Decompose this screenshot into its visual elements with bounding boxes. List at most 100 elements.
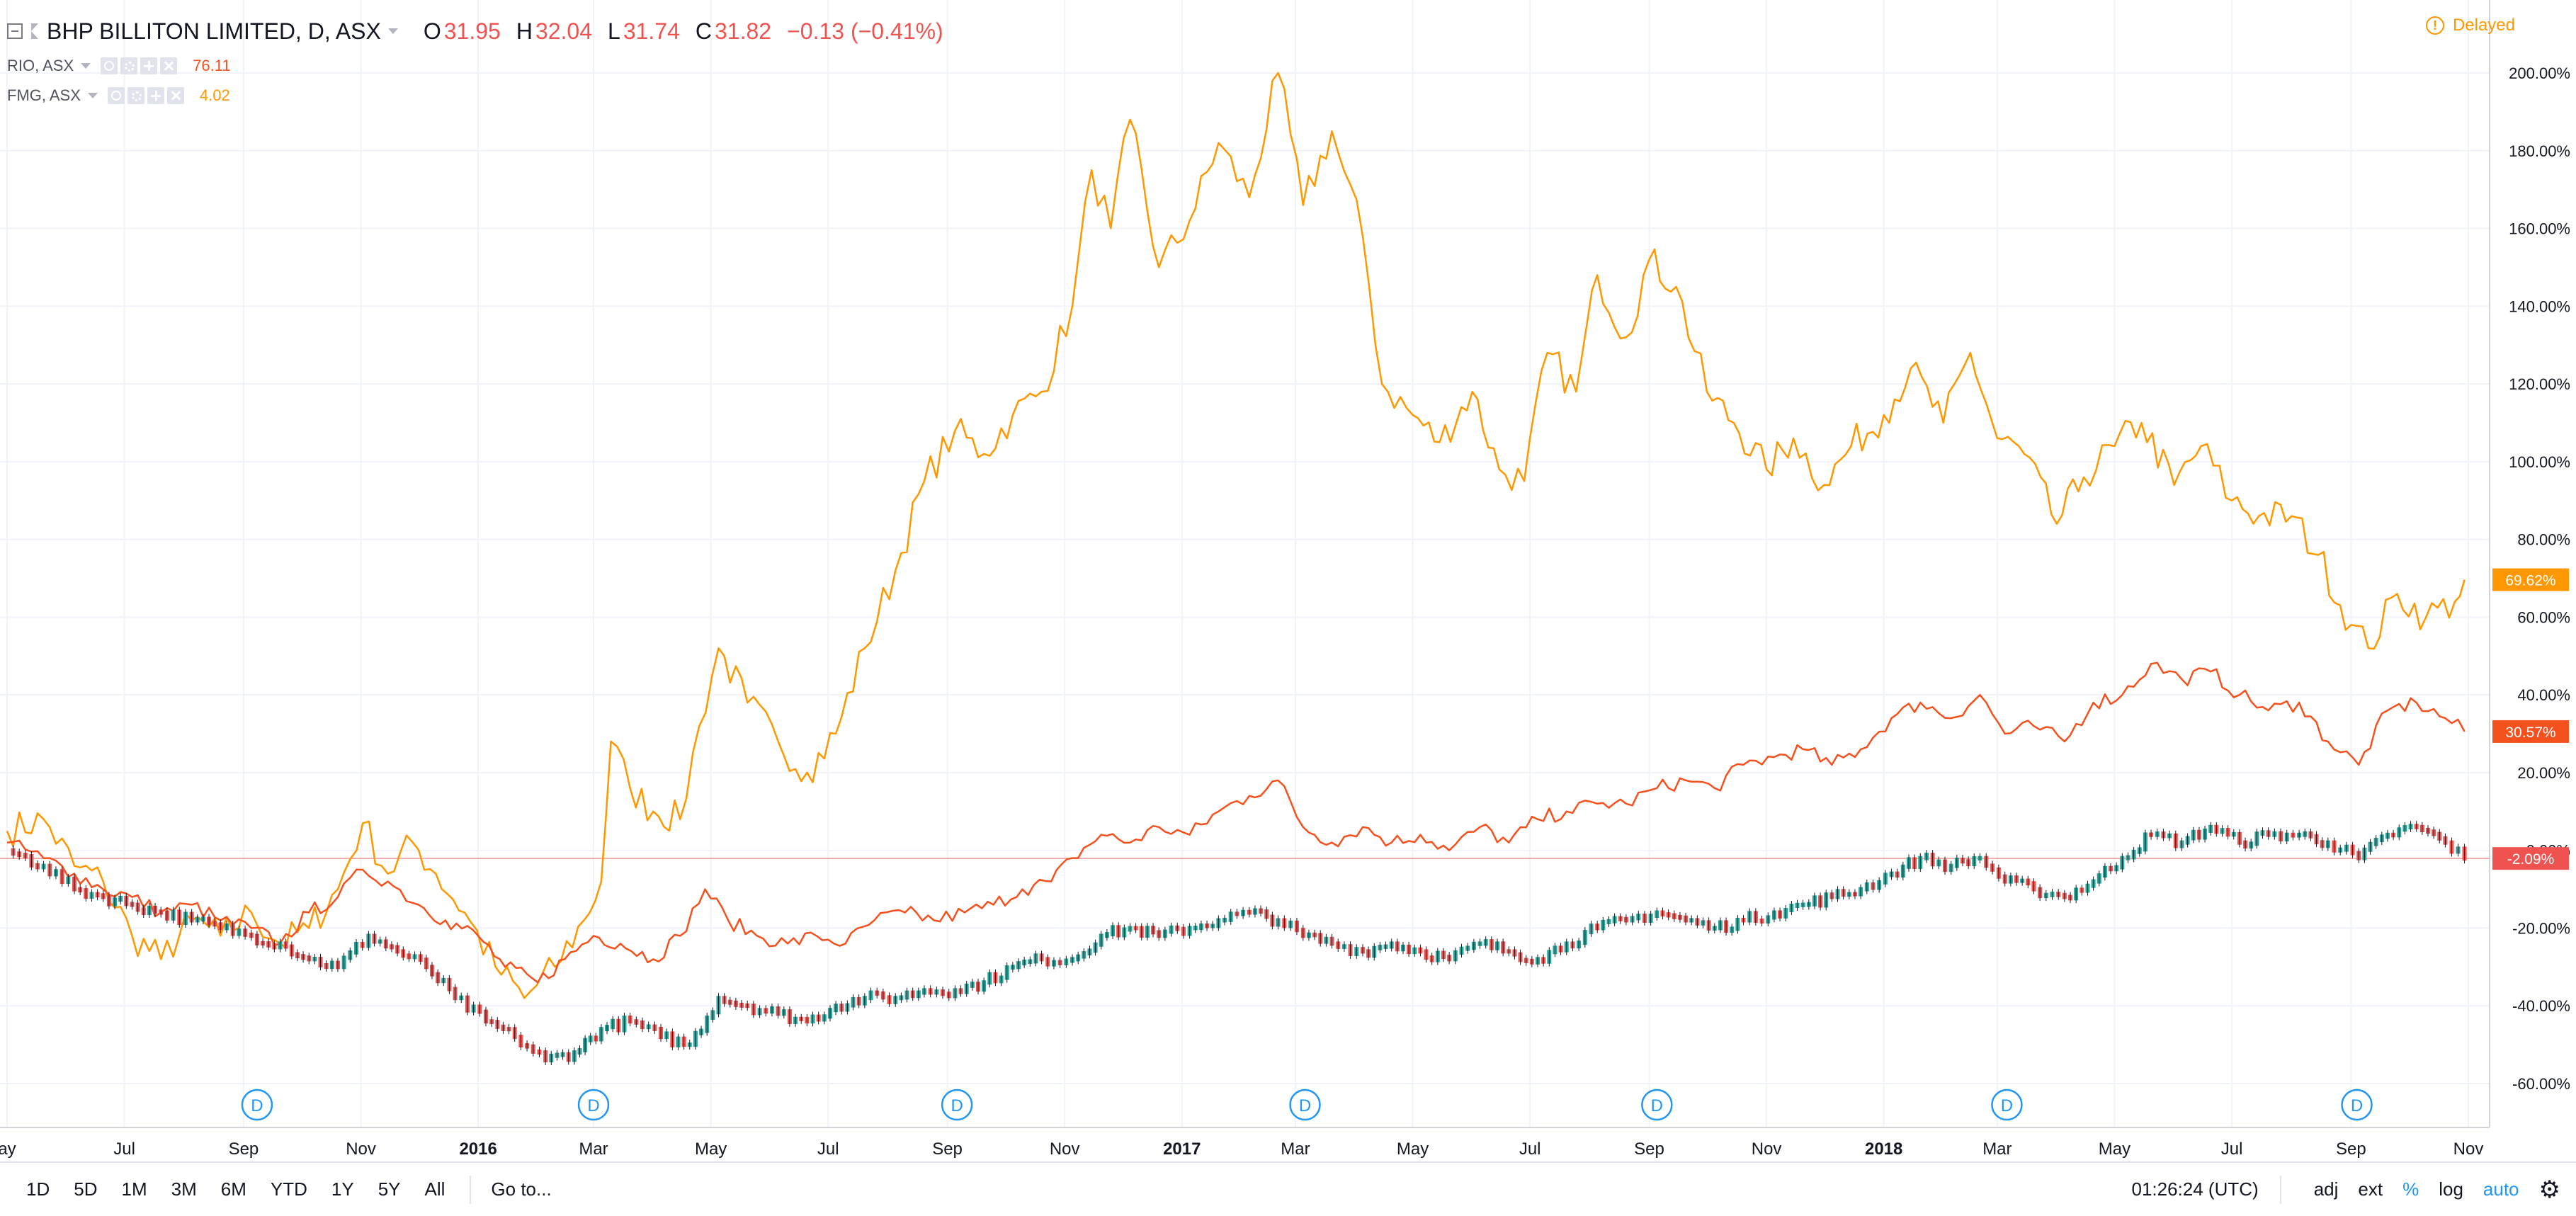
delayed-status[interactable]: ! Delayed (2425, 16, 2515, 35)
settings-icon[interactable] (127, 87, 144, 104)
dividend-marker[interactable]: D (1289, 1089, 1321, 1121)
dividend-marker[interactable]: D (241, 1089, 273, 1121)
plus-icon[interactable] (140, 57, 158, 74)
x-tick-label: Jul (2221, 1140, 2243, 1159)
dividend-label: D (951, 1096, 963, 1115)
chevron-down-icon[interactable] (81, 63, 91, 69)
dividend-marker[interactable]: D (2341, 1089, 2373, 1121)
y-tick-label: 40.00% (2517, 686, 2570, 704)
main-series-bars[interactable] (11, 821, 2467, 1066)
dividend-label: D (2351, 1096, 2363, 1115)
dividend-marker[interactable]: D (1641, 1089, 1673, 1121)
close-value: 31.82 (715, 18, 772, 44)
dividend-marker[interactable]: D (577, 1089, 610, 1121)
x-tick-label: Sep (1634, 1140, 1664, 1159)
y-tick-label: 20.00% (2517, 764, 2570, 782)
x-tick-label: May (695, 1140, 727, 1159)
x-tick-label: Mar (1982, 1140, 2012, 1159)
eye-icon[interactable] (101, 57, 118, 74)
warning-icon: ! (2425, 16, 2444, 35)
date-range-buttons: 1D 5D 1M 3M 6M YTD 1Y 5Y All (14, 1178, 457, 1200)
change-value: −0.13 (−0.41%) (787, 18, 943, 44)
x-tick-label: Mar (579, 1140, 608, 1159)
series-line-fmg[interactable] (6, 72, 2466, 999)
x-tick-label: Nov (1752, 1140, 1782, 1159)
gear-icon[interactable]: ⚙ (2538, 1176, 2560, 1203)
chart-legend: BHP BILLITON LIMITED, D, ASX O 31.95 H 32.… (7, 11, 943, 110)
x-tick-label: Jul (817, 1140, 839, 1159)
dividend-marker[interactable]: D (941, 1089, 973, 1121)
last-value-badge (2492, 568, 2569, 591)
bottom-toolbar: 1D 5D 1M 3M 6M YTD 1Y 5Y All Go to... 01… (0, 1161, 2576, 1216)
y-tick-label: -40.00% (2512, 997, 2570, 1015)
x-tick-label: Jul (113, 1140, 135, 1159)
chart-area[interactable]: -60.00%-40.00%-20.00%0.00%20.00%40.00%60… (0, 0, 2576, 1161)
y-tick-label: 60.00% (2517, 608, 2570, 626)
auto-scale-toggle[interactable]: auto (2483, 1178, 2519, 1200)
y-tick-label: 180.00% (2509, 142, 2570, 160)
dividend-label: D (587, 1096, 599, 1115)
last-value-badge (2492, 847, 2569, 870)
x-tick-label: Sep (2336, 1140, 2366, 1159)
compare-symbol[interactable]: FMG, ASX (7, 86, 81, 104)
x-tick-label: Nov (346, 1140, 376, 1159)
x-tick-label: Nov (1050, 1140, 1080, 1159)
y-tick-label: 200.00% (2509, 64, 2570, 82)
ext-toggle[interactable]: ext (2358, 1178, 2383, 1200)
percent-scale-toggle[interactable]: % (2402, 1178, 2419, 1200)
low-label: L (608, 18, 620, 44)
last-value-label: 30.57% (2505, 725, 2555, 741)
log-scale-toggle[interactable]: log (2439, 1178, 2463, 1200)
y-tick-label: 160.00% (2509, 220, 2570, 238)
range-5d-button[interactable]: 5D (74, 1178, 98, 1200)
x-tick-label: Jul (1519, 1140, 1541, 1159)
range-1m-button[interactable]: 1M (121, 1178, 147, 1200)
settings-icon[interactable] (120, 57, 138, 74)
plus-icon[interactable] (147, 87, 164, 104)
x-tick-label: ay (0, 1140, 16, 1159)
dividend-label: D (2001, 1096, 2013, 1115)
eye-icon[interactable] (107, 87, 125, 104)
main-symbol[interactable]: BHP BILLITON LIMITED, D, ASX (47, 18, 381, 44)
main-series-legend: BHP BILLITON LIMITED, D, ASX O 31.95 H 32.… (7, 11, 943, 51)
x-tick-label: May (2099, 1140, 2130, 1159)
y-tick-label: 120.00% (2509, 375, 2570, 393)
compare-legend-rio: RIO, ASX 76.11 (7, 51, 943, 81)
collapse-icon[interactable] (7, 23, 23, 39)
range-1d-button[interactable]: 1D (26, 1178, 50, 1200)
compare-symbol[interactable]: RIO, ASX (7, 57, 74, 74)
range-all-button[interactable]: All (424, 1178, 446, 1200)
last-value-label: -2.09% (2507, 851, 2555, 868)
low-value: 31.74 (623, 18, 680, 44)
dividend-label: D (1651, 1096, 1663, 1115)
range-1y-button[interactable]: 1Y (331, 1178, 354, 1200)
close-icon[interactable] (160, 57, 178, 74)
range-3m-button[interactable]: 3M (171, 1178, 197, 1200)
high-label: H (516, 18, 533, 44)
close-icon[interactable] (166, 87, 184, 104)
dividend-marker[interactable]: D (1991, 1089, 2023, 1121)
chevron-down-icon[interactable] (387, 28, 398, 34)
flag-icon[interactable] (31, 23, 38, 39)
toolbar-divider (470, 1175, 472, 1204)
range-ytd-button[interactable]: YTD (270, 1178, 307, 1200)
close-label: C (695, 18, 712, 44)
x-tick-label: 2018 (1865, 1140, 1902, 1159)
x-tick-label: 2016 (459, 1140, 497, 1159)
x-tick-label: Mar (1281, 1140, 1310, 1159)
x-tick-label: Sep (932, 1140, 963, 1159)
open-label: O (423, 18, 441, 44)
range-6m-button[interactable]: 6M (220, 1178, 246, 1200)
chevron-down-icon[interactable] (87, 93, 98, 98)
series-line-rio[interactable] (6, 661, 2466, 984)
right-toolbar: 01:26:24 (UTC) adj ext % log auto ⚙ (2112, 1163, 2560, 1216)
x-tick-label: Sep (229, 1140, 259, 1159)
y-tick-label: 140.00% (2509, 297, 2570, 315)
compare-value: 4.02 (199, 86, 230, 104)
clock-time[interactable]: 01:26:24 (UTC) (2131, 1178, 2259, 1200)
goto-button[interactable]: Go to... (491, 1178, 552, 1200)
toolbar-divider (2279, 1175, 2281, 1204)
x-tick-label: 2017 (1163, 1140, 1201, 1159)
range-5y-button[interactable]: 5Y (378, 1178, 401, 1200)
adj-toggle[interactable]: adj (2313, 1178, 2339, 1200)
